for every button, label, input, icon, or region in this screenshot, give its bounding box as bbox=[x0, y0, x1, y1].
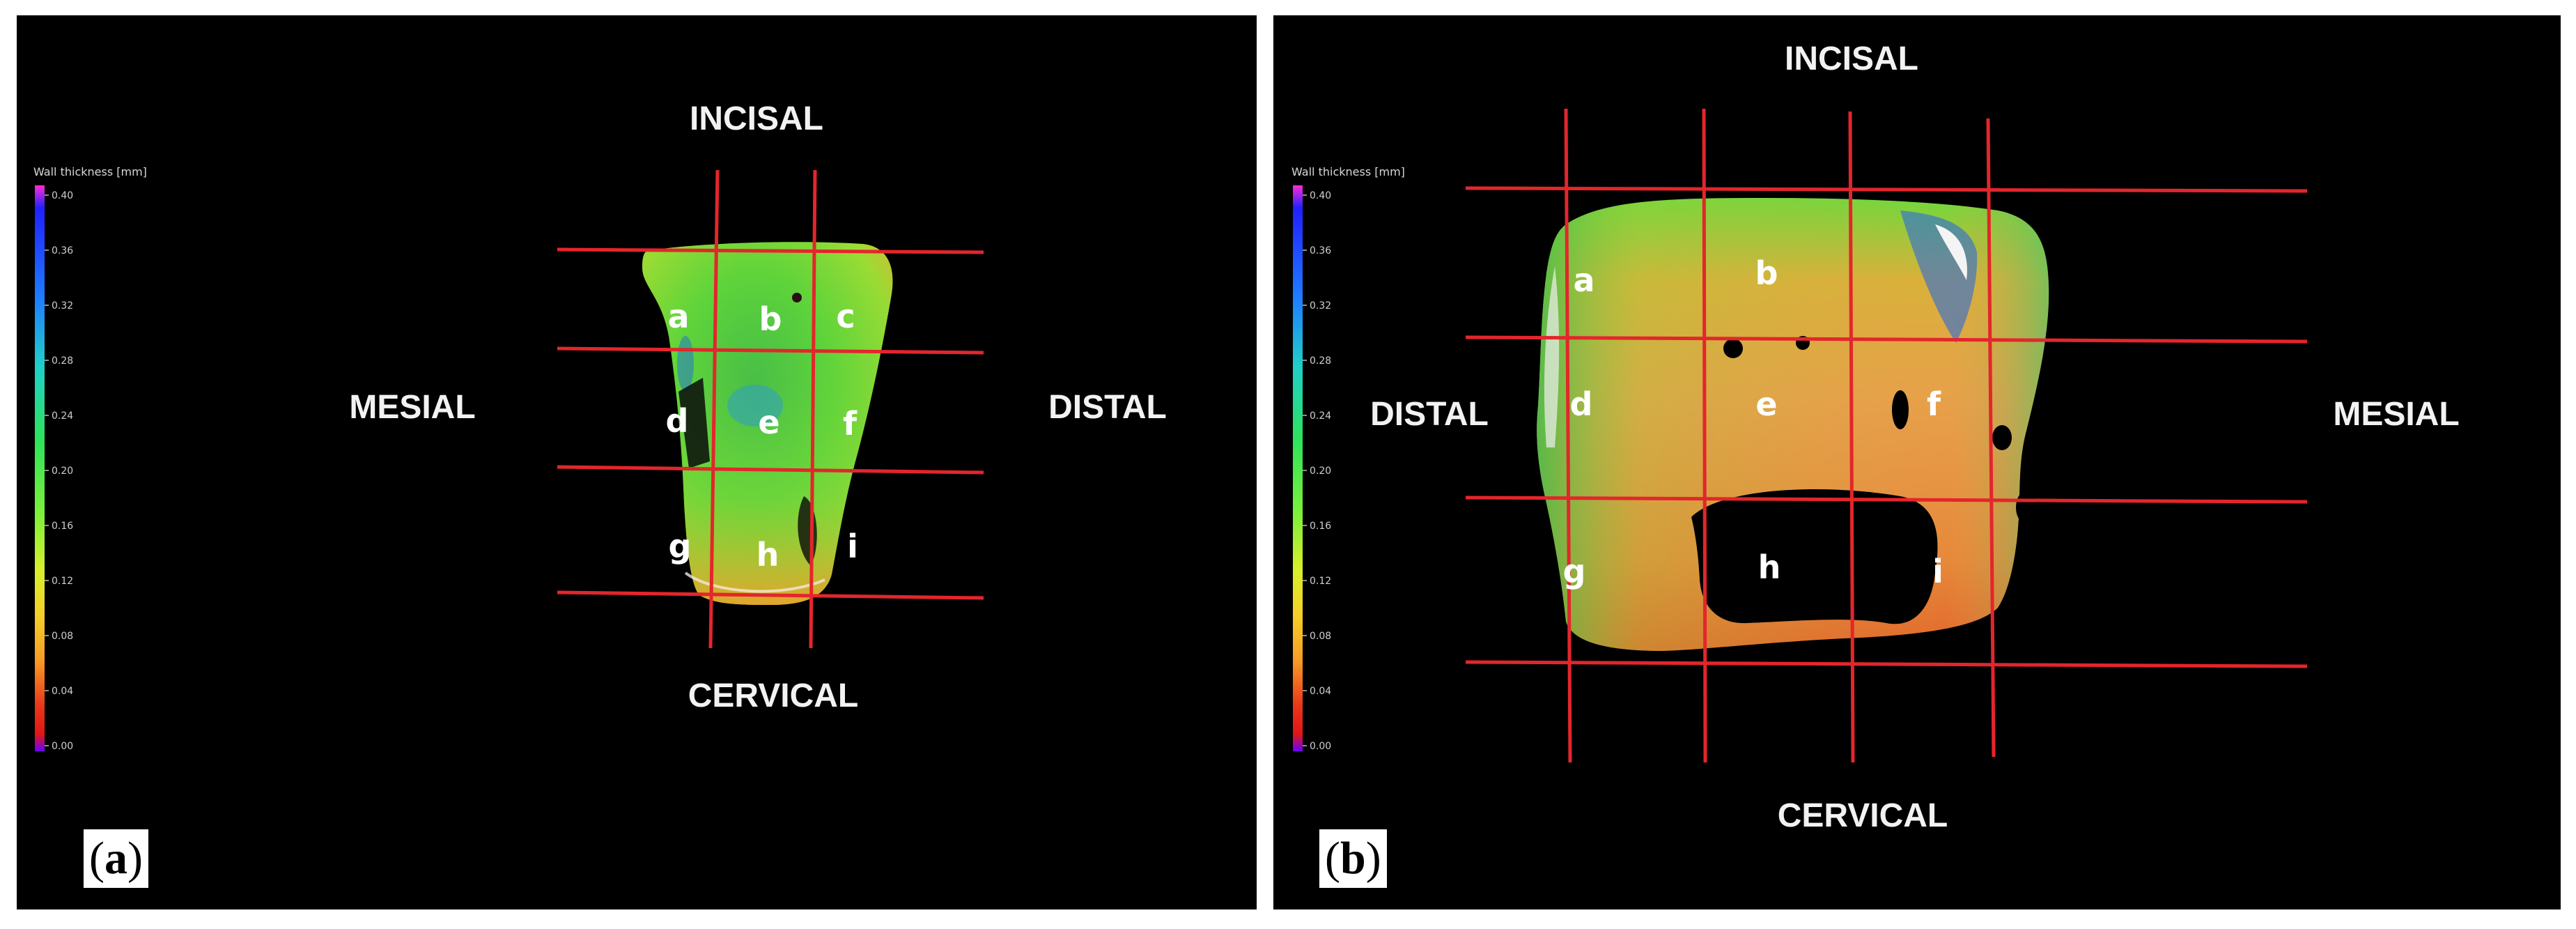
tooth-margin bbox=[1544, 266, 1560, 447]
scale-tick-label: 0.04 bbox=[52, 686, 73, 697]
direction-bottom: CERVICAL bbox=[688, 677, 858, 714]
grid-line-v3 bbox=[1848, 111, 1855, 763]
direction-bottom: CERVICAL bbox=[1778, 797, 1948, 834]
region-labels: a b d e f g h i bbox=[1563, 254, 1943, 590]
scale-ticks: 0.40 0.36 0.32 0.28 0.24 0.20 0.16 0.12 0.08 0.04… bbox=[45, 190, 73, 752]
scale-tick-label: 0.20 bbox=[52, 466, 73, 477]
region-label: f bbox=[1927, 385, 1941, 423]
region-label: i bbox=[847, 528, 858, 565]
scale-tick-label: 0.00 bbox=[52, 741, 73, 752]
grid-line-h1 bbox=[557, 247, 984, 254]
scale-tick-label: 0.08 bbox=[52, 631, 73, 642]
thick-zone-peak bbox=[1935, 224, 1967, 280]
region-label: e bbox=[1755, 385, 1777, 423]
scale-tick-label: 0.24 bbox=[52, 410, 73, 422]
panel-b: Wall thickness [mm] 0.40 0.36 0.32 0.28 0.24… bbox=[1273, 15, 2561, 909]
defect-hole bbox=[1892, 390, 1909, 429]
scale-tick-label: 0.24 bbox=[1310, 410, 1331, 422]
region-label: a bbox=[1573, 261, 1595, 299]
grid-line-h4 bbox=[1465, 660, 2308, 668]
scale-tick-label: 0.40 bbox=[1310, 190, 1331, 201]
region-label: b bbox=[1755, 254, 1778, 292]
panel-a: Wall thickness [mm] 0.40 0.36 0.32 0.28 0.24… bbox=[17, 15, 1257, 909]
scale-tick-label: 0.20 bbox=[1310, 466, 1331, 477]
scale-title: Wall thickness [mm] bbox=[1291, 165, 1405, 178]
thickness-scale: Wall thickness [mm] 0.40 0.36 0.32 0.28 0.24… bbox=[33, 165, 147, 752]
grid-line-h4 bbox=[557, 590, 984, 600]
grid-line-v1 bbox=[708, 169, 720, 649]
region-labels: a b c d e f g h i bbox=[666, 298, 858, 574]
scale-title: Wall thickness [mm] bbox=[33, 165, 147, 178]
scale-tick-label: 0.40 bbox=[52, 190, 73, 201]
grid-line-v1 bbox=[1564, 108, 1572, 763]
region-label: h bbox=[756, 536, 779, 574]
scale-tick-label: 0.32 bbox=[1310, 300, 1331, 312]
scale-tick-label: 0.36 bbox=[1310, 245, 1331, 256]
grid-lines bbox=[1465, 108, 2308, 763]
region-label: d bbox=[666, 402, 689, 440]
grid-lines bbox=[557, 169, 984, 649]
scale-bar bbox=[1293, 185, 1303, 751]
grid-line-v2 bbox=[1702, 108, 1707, 763]
panel-b-canvas: Wall thickness [mm] 0.40 0.36 0.32 0.28 0.24… bbox=[1291, 40, 2460, 834]
scale-tick-label: 0.32 bbox=[52, 300, 73, 312]
direction-top: INCISAL bbox=[1785, 40, 1918, 77]
scale-tick-label: 0.36 bbox=[52, 245, 73, 256]
grid-line-h1 bbox=[1465, 186, 2308, 193]
defect-spot bbox=[792, 293, 802, 302]
region-label: g bbox=[1563, 553, 1586, 590]
direction-right: DISTAL bbox=[1048, 389, 1167, 426]
scale-tick-label: 0.00 bbox=[1310, 741, 1331, 752]
scale-tick-label: 0.08 bbox=[1310, 631, 1331, 642]
region-label: c bbox=[836, 298, 855, 335]
scale-tick-label: 0.04 bbox=[1310, 686, 1331, 697]
scale-tick-label: 0.12 bbox=[52, 576, 73, 587]
tooth-margin bbox=[684, 571, 825, 593]
grid-line-h2 bbox=[557, 346, 984, 355]
defect-hole bbox=[1691, 489, 1938, 624]
scale-tick-label: 0.16 bbox=[52, 521, 73, 532]
scale-tick-label: 0.28 bbox=[52, 355, 73, 367]
region-label: h bbox=[1758, 548, 1781, 586]
region-label: a bbox=[667, 298, 689, 335]
region-label: b bbox=[759, 300, 782, 338]
scale-tick-label: 0.16 bbox=[1310, 521, 1331, 532]
direction-right: MESIAL bbox=[2333, 396, 2459, 433]
thickness-scale: Wall thickness [mm] 0.40 0.36 0.32 0.28 0.24… bbox=[1291, 165, 1405, 752]
direction-left: DISTAL bbox=[1370, 396, 1489, 433]
scale-ticks: 0.40 0.36 0.32 0.28 0.24 0.20 0.16 0.12 0.08 0.04… bbox=[1303, 190, 1331, 752]
panel-label-a: (a) bbox=[84, 829, 148, 888]
thick-zone-edge bbox=[677, 336, 694, 392]
direction-left: MESIAL bbox=[349, 389, 475, 426]
defect-hole bbox=[1992, 425, 2012, 450]
grid-line-h3 bbox=[557, 465, 984, 475]
scale-tick-label: 0.28 bbox=[1310, 355, 1331, 367]
region-label: f bbox=[843, 405, 858, 443]
grid-line-v4 bbox=[1986, 118, 1996, 758]
tooth-specimen bbox=[1537, 198, 2049, 651]
defect-hole bbox=[678, 378, 710, 468]
tooth-specimen bbox=[642, 242, 893, 605]
grid-line-h3 bbox=[1465, 496, 2308, 504]
panel-a-canvas: Wall thickness [mm] 0.40 0.36 0.32 0.28 0.24… bbox=[33, 100, 1167, 752]
grid-line-v2 bbox=[809, 169, 817, 649]
region-label: i bbox=[1932, 553, 1943, 590]
region-label: g bbox=[669, 528, 692, 565]
region-label: d bbox=[1570, 385, 1593, 423]
panel-label-b: (b) bbox=[1319, 829, 1387, 888]
defect-hole bbox=[1723, 339, 1743, 358]
thick-zone bbox=[727, 385, 783, 427]
region-label: e bbox=[758, 404, 779, 441]
scale-bar bbox=[35, 185, 45, 751]
direction-top: INCISAL bbox=[690, 100, 823, 137]
defect-hole bbox=[2016, 493, 2030, 521]
scale-tick-label: 0.12 bbox=[1310, 576, 1331, 587]
grid-line-h2 bbox=[1465, 335, 2308, 344]
